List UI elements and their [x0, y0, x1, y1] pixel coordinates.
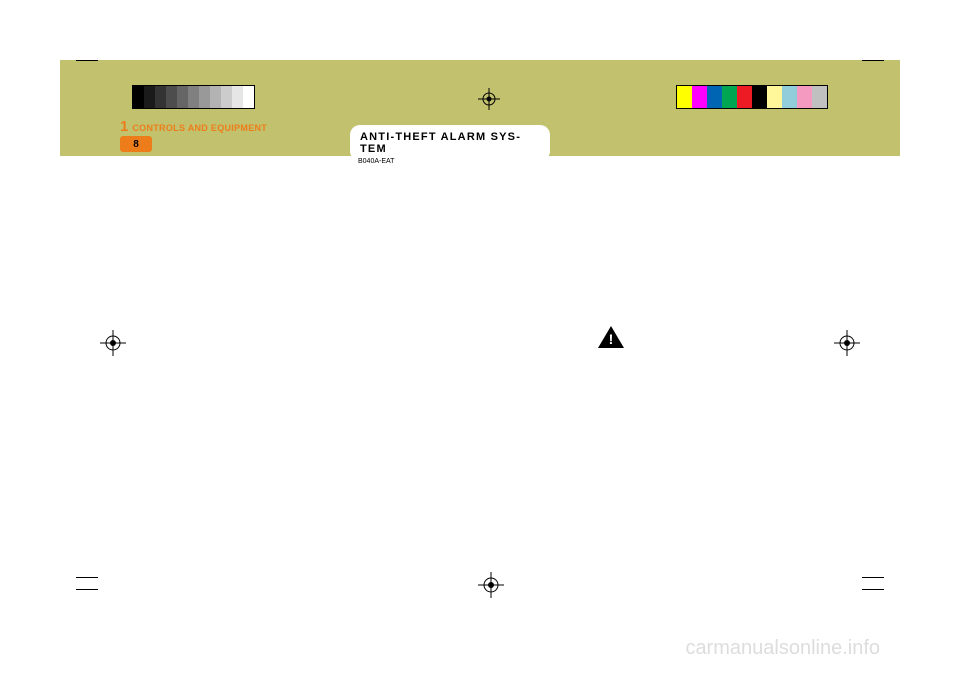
section-title-box: ANTI-THEFT ALARM SYS- TEM [350, 125, 550, 161]
chapter-heading: 1 CONTROLS AND EQUIPMENT [120, 118, 267, 135]
gray-swatch [133, 86, 144, 108]
gray-swatch [199, 86, 210, 108]
registration-mark-left [100, 330, 126, 356]
warning-icon: ! [598, 326, 624, 353]
gray-swatch [166, 86, 177, 108]
page-number: 8 [120, 136, 152, 152]
color-swatch [797, 86, 812, 108]
svg-text:!: ! [609, 331, 614, 347]
gray-swatch [188, 86, 199, 108]
color-swatch [722, 86, 737, 108]
gray-swatch [177, 86, 188, 108]
gray-swatch [232, 86, 243, 108]
color-calibration-strip [676, 85, 828, 109]
color-swatch [782, 86, 797, 108]
color-swatch [707, 86, 722, 108]
crop-mark-top-left [76, 60, 106, 90]
chapter-number: 1 [120, 118, 128, 135]
crop-mark-bottom-left [76, 560, 106, 590]
color-swatch [767, 86, 782, 108]
gray-swatch [221, 86, 232, 108]
section-subcode: B040A-EAT [358, 158, 394, 165]
registration-mark-right [834, 330, 860, 356]
chapter-title: CONTROLS AND EQUIPMENT [132, 123, 267, 133]
section-title-line1: ANTI-THEFT ALARM SYS- [360, 131, 540, 143]
color-swatch [677, 86, 692, 108]
crop-mark-bottom-right [854, 560, 884, 590]
registration-mark-bottom [478, 572, 504, 598]
gray-swatch [210, 86, 221, 108]
gray-swatch [243, 86, 254, 108]
color-swatch [737, 86, 752, 108]
color-swatch [752, 86, 767, 108]
color-swatch [812, 86, 827, 108]
watermark: carmanualsonline.info [685, 637, 880, 660]
gray-swatch [144, 86, 155, 108]
gray-swatch [155, 86, 166, 108]
gray-calibration-strip [132, 85, 255, 109]
color-swatch [692, 86, 707, 108]
section-title-line2: TEM [360, 143, 540, 155]
registration-mark-top [478, 88, 500, 110]
crop-mark-top-right [854, 60, 884, 90]
